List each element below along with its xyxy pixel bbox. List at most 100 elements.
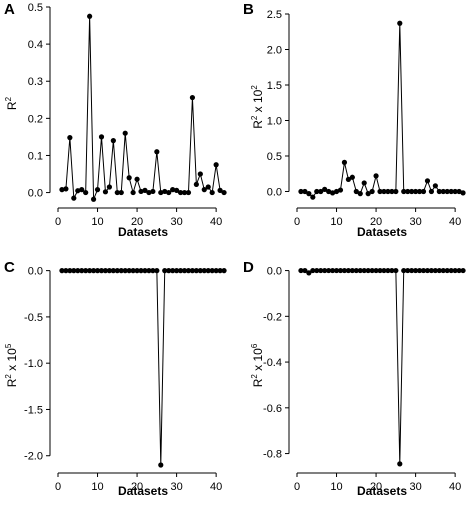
panel-b-y-tick-label: 0.0 (267, 186, 282, 198)
panel-d-y-axis-title: R2 x 106 (250, 343, 265, 387)
panel-a-data-point (75, 188, 81, 194)
panel-a-data-point (166, 189, 172, 196)
panel-c-data-point (166, 268, 172, 274)
panel-b: B 0.0 0.5 1.0 1.5 2.0 2.5 0 10 20 30 40 Datasets R2 x… (243, 1, 466, 239)
panel-d-data-point (381, 267, 387, 274)
panel-a-data-point (138, 188, 144, 195)
panel-b-data-point (393, 188, 399, 195)
panel-b-data-point (460, 190, 466, 196)
panel-c-data-point (158, 462, 164, 468)
panel-d-data-point (314, 267, 320, 274)
panel-d-data-point (345, 267, 351, 274)
panel-b-data-point (326, 188, 332, 195)
panel-c-data-point (217, 268, 223, 274)
panel-c-series-line (61, 270, 225, 466)
panel-a-data-point (189, 94, 196, 101)
panel-b-data-point (436, 188, 442, 195)
panel-a-data-point (209, 189, 215, 196)
panel-d-data-point (413, 267, 419, 274)
panel-c-data-point (83, 268, 89, 274)
panel-d-data-point (326, 267, 332, 274)
panel-c-data-point (221, 268, 227, 274)
panel-d-data-point (401, 267, 407, 274)
panel-d-y-tick-label: -0.2 (263, 311, 282, 323)
panel-c-data-point (126, 268, 132, 274)
panel-b-y-tick-label: 2.5 (267, 9, 282, 21)
panel-d-y-tick-label: -0.6 (263, 403, 282, 415)
panel-d-x-tick-label: 30 (409, 481, 421, 493)
panel-c-data-point (102, 268, 109, 274)
panel-b-x-tick-label: 30 (409, 216, 421, 228)
panel-c-data-point (122, 268, 128, 274)
panel-a-y-tick-label: 0.3 (28, 76, 43, 88)
panel-c-data-point (71, 268, 77, 274)
panel-a-data-point (90, 196, 97, 202)
panel-d-data-point (333, 267, 340, 274)
panel-a-data-point (201, 187, 207, 193)
panel-c-data-point (79, 268, 85, 274)
panel-d-data-point (393, 267, 399, 274)
panel-d-data-point (341, 267, 348, 274)
panel-b-data-point (353, 188, 359, 195)
panel-b-data-point (349, 174, 355, 180)
panel-a-data-point (122, 130, 128, 136)
panel-d-data-point (365, 267, 371, 274)
panel-a-data-point (118, 189, 124, 196)
panel-d-data-point (322, 267, 328, 274)
panel-a-data-point (98, 134, 105, 140)
panel-d-data-point (337, 267, 344, 274)
panel-c-data-point (170, 268, 176, 274)
panel-a-data-point (106, 184, 112, 190)
panel-c-data-point (138, 268, 144, 274)
panel-a-x-tick-label: 10 (91, 216, 103, 228)
panel-d-data-point (397, 461, 403, 467)
panel-d-data-point (361, 267, 367, 274)
panel-b-data-point (401, 188, 407, 195)
panel-c-data-point (94, 268, 101, 274)
panel-a-data-point (63, 186, 69, 192)
panel-b-data-point (361, 180, 367, 186)
panel-b-data-point (381, 188, 387, 195)
panel-a-data-point (114, 189, 120, 196)
panel-b-data-point (409, 188, 415, 195)
panel-c-y-tick-label: -0.5 (24, 312, 43, 324)
panel-b-data-point (444, 188, 450, 195)
panel-b-y-tick-label: 2.0 (267, 44, 282, 56)
panel-a-y-tick-label: 0.5 (28, 2, 43, 14)
panel-c-data-point (98, 268, 105, 274)
panel-d-data-point (310, 267, 316, 274)
panel-b-data-point (365, 191, 371, 197)
panel-b-x-axis-title: Datasets (357, 225, 407, 239)
panel-d-data-point (405, 267, 411, 274)
panel-b-x-tick-label: 40 (449, 216, 461, 228)
panel-b-y-tick-label: 1.0 (267, 115, 282, 127)
panel-b-data-point (373, 173, 379, 179)
panel-c-data-point (130, 268, 136, 274)
panel-b-data-point (416, 188, 423, 195)
panel-b-data-point (318, 188, 324, 195)
panel-b-data-point (452, 188, 458, 195)
panel-b-data-point (440, 188, 446, 195)
panel-d-data-point (349, 267, 355, 274)
panel-b-data-point (369, 188, 375, 195)
panel-a-letter: A (4, 1, 15, 18)
panel-c-y-axis-title: R2 x 105 (4, 343, 19, 387)
panel-b-data-point (333, 188, 340, 195)
panel-b-data-point (302, 188, 308, 195)
panel-d-data-point (329, 267, 336, 274)
panel-c-data-point (177, 268, 184, 274)
panel-b-data-point (298, 188, 304, 195)
panel-a-data-point (174, 187, 180, 193)
panel-b-data-point (428, 188, 435, 195)
panel-d-data-point (306, 270, 312, 276)
panel-d-data-point (452, 267, 458, 274)
panel-c-data-point (154, 268, 160, 274)
panel-b-data-point (448, 188, 454, 195)
panel-a-x-tick-label: 30 (170, 216, 182, 228)
panel-c-data-point (181, 268, 188, 274)
panel-d-data-point (373, 267, 379, 274)
panel-a-y-tick-label: 0.0 (28, 188, 43, 200)
panel-a-data-point (150, 188, 156, 195)
panel-d-y-tick-label: 0.0 (267, 266, 282, 278)
panel-b-series-line (300, 23, 464, 198)
